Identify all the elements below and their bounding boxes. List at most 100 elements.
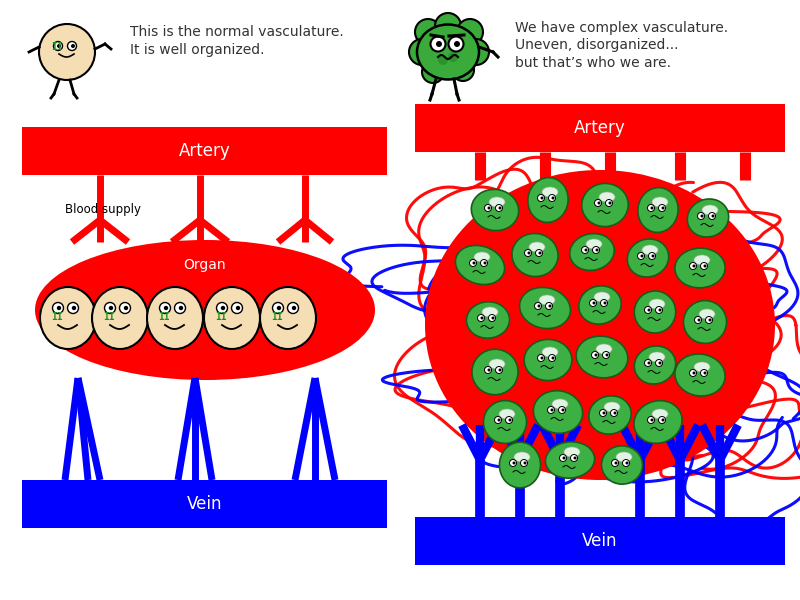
- Circle shape: [54, 41, 62, 50]
- Circle shape: [485, 367, 491, 373]
- Circle shape: [693, 371, 695, 374]
- Circle shape: [481, 317, 483, 319]
- Circle shape: [650, 419, 654, 421]
- Circle shape: [541, 356, 543, 359]
- Circle shape: [470, 259, 477, 266]
- Circle shape: [709, 319, 711, 322]
- Circle shape: [550, 409, 554, 412]
- Circle shape: [72, 306, 76, 310]
- Circle shape: [463, 39, 489, 65]
- Circle shape: [292, 306, 296, 310]
- Circle shape: [489, 314, 495, 322]
- Bar: [415, 104, 785, 152]
- Circle shape: [651, 254, 654, 257]
- Text: II: II: [51, 312, 62, 322]
- Text: but that’s who we are.: but that’s who we are.: [515, 56, 671, 70]
- Circle shape: [650, 206, 654, 209]
- Circle shape: [547, 407, 554, 413]
- Circle shape: [513, 461, 515, 464]
- Circle shape: [601, 299, 607, 307]
- Circle shape: [236, 306, 240, 310]
- Circle shape: [119, 302, 130, 313]
- Circle shape: [594, 199, 602, 206]
- Ellipse shape: [694, 255, 710, 265]
- Circle shape: [538, 251, 542, 254]
- Ellipse shape: [594, 292, 610, 302]
- Circle shape: [451, 39, 461, 49]
- Circle shape: [602, 352, 610, 358]
- Ellipse shape: [602, 446, 642, 484]
- Ellipse shape: [576, 336, 628, 378]
- Ellipse shape: [542, 347, 558, 357]
- Ellipse shape: [482, 307, 498, 317]
- Circle shape: [703, 371, 706, 374]
- Ellipse shape: [694, 362, 710, 372]
- Circle shape: [217, 302, 227, 313]
- Circle shape: [174, 302, 186, 313]
- Circle shape: [538, 304, 541, 307]
- Circle shape: [662, 419, 665, 421]
- Circle shape: [277, 306, 282, 310]
- Ellipse shape: [524, 340, 572, 380]
- Circle shape: [622, 460, 630, 467]
- Ellipse shape: [546, 442, 594, 478]
- Circle shape: [39, 24, 95, 80]
- Circle shape: [449, 37, 463, 52]
- Ellipse shape: [564, 447, 580, 457]
- Circle shape: [641, 254, 643, 257]
- Circle shape: [595, 248, 598, 251]
- Ellipse shape: [570, 233, 614, 271]
- Circle shape: [690, 370, 697, 377]
- Circle shape: [609, 202, 611, 205]
- Circle shape: [481, 259, 487, 266]
- Circle shape: [435, 13, 461, 39]
- Circle shape: [71, 44, 75, 48]
- Ellipse shape: [634, 346, 676, 384]
- Circle shape: [273, 302, 283, 313]
- Circle shape: [658, 205, 666, 211]
- Text: Artery: Artery: [179, 142, 231, 160]
- Ellipse shape: [649, 299, 665, 309]
- Circle shape: [287, 302, 298, 313]
- Text: II: II: [51, 42, 62, 52]
- Circle shape: [448, 52, 458, 62]
- Ellipse shape: [616, 452, 632, 462]
- Circle shape: [495, 205, 502, 211]
- Text: Vein: Vein: [187, 495, 222, 513]
- Circle shape: [422, 61, 444, 83]
- Circle shape: [525, 250, 531, 257]
- Circle shape: [638, 253, 645, 259]
- Circle shape: [498, 206, 502, 209]
- Circle shape: [57, 44, 61, 48]
- Ellipse shape: [702, 205, 718, 215]
- Circle shape: [430, 37, 446, 52]
- Circle shape: [603, 301, 606, 304]
- Circle shape: [602, 412, 606, 415]
- Bar: [22, 480, 387, 528]
- Circle shape: [415, 19, 441, 45]
- Circle shape: [591, 352, 598, 358]
- Ellipse shape: [483, 401, 526, 443]
- Ellipse shape: [683, 301, 726, 343]
- Circle shape: [709, 212, 715, 220]
- Ellipse shape: [596, 344, 612, 354]
- Text: Uneven, disorganized...: Uneven, disorganized...: [515, 38, 678, 52]
- Ellipse shape: [642, 245, 658, 255]
- Circle shape: [498, 419, 501, 421]
- Circle shape: [231, 302, 242, 313]
- Ellipse shape: [649, 352, 665, 362]
- Circle shape: [159, 302, 170, 313]
- Circle shape: [549, 194, 555, 202]
- Circle shape: [658, 361, 662, 364]
- Ellipse shape: [519, 287, 570, 329]
- Circle shape: [614, 461, 618, 464]
- Circle shape: [606, 353, 609, 356]
- Circle shape: [549, 304, 551, 307]
- Text: Blood supply: Blood supply: [65, 203, 141, 217]
- Circle shape: [534, 302, 542, 310]
- Circle shape: [452, 59, 474, 81]
- Circle shape: [487, 206, 490, 209]
- Circle shape: [711, 214, 714, 217]
- Text: It is well organized.: It is well organized.: [130, 43, 265, 57]
- Ellipse shape: [474, 252, 490, 262]
